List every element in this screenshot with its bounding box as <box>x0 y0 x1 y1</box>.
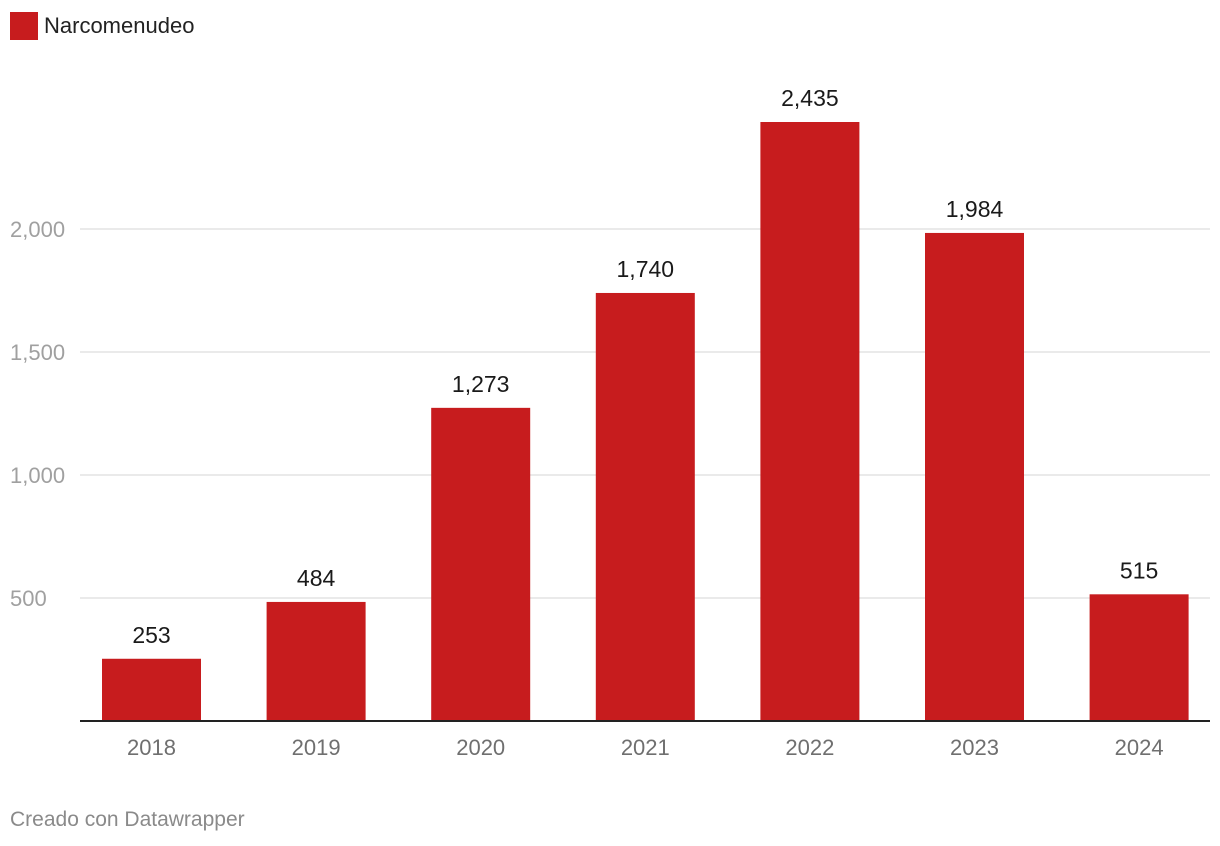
bar-value-label: 484 <box>297 565 336 591</box>
legend-swatch <box>10 12 38 40</box>
value-labels: 253 484 1,273 1,740 2,435 1,984 515 <box>132 85 1158 648</box>
bar <box>595 292 695 721</box>
legend: Narcomenudeo <box>10 12 194 40</box>
bar <box>925 232 1024 721</box>
x-axis-ticks: 2018 2019 2020 2021 2022 2023 2024 <box>127 735 1164 760</box>
bar-value-label: 253 <box>132 622 170 648</box>
bar-value-label: 1,984 <box>946 196 1004 222</box>
bar <box>760 122 860 721</box>
credit-text: Creado con Datawrapper <box>10 808 245 831</box>
x-tick-label: 2023 <box>950 735 999 760</box>
y-tick-label: 1,000 <box>10 463 65 488</box>
x-tick-label: 2019 <box>292 735 341 760</box>
bar-value-label: 2,435 <box>781 85 839 111</box>
x-tick-label: 2022 <box>785 735 834 760</box>
y-tick-label: 2,000 <box>10 217 65 242</box>
bar-value-label: 1,273 <box>452 371 510 397</box>
bar <box>431 407 531 721</box>
x-tick-label: 2024 <box>1115 735 1164 760</box>
bar-value-label: 515 <box>1120 557 1158 583</box>
x-tick-label: 2020 <box>456 735 505 760</box>
y-tick-label: 1,500 <box>10 340 65 365</box>
bar <box>1089 594 1189 721</box>
bar <box>102 658 201 721</box>
bar-value-label: 1,740 <box>617 256 675 282</box>
x-tick-label: 2018 <box>127 735 176 760</box>
bar <box>266 601 366 721</box>
y-axis-ticks: 500 1,000 1,500 2,000 <box>10 217 65 611</box>
x-tick-label: 2021 <box>621 735 670 760</box>
y-tick-label: 500 <box>10 586 47 611</box>
legend-label: Narcomenudeo <box>44 13 195 38</box>
bars <box>102 122 1189 721</box>
